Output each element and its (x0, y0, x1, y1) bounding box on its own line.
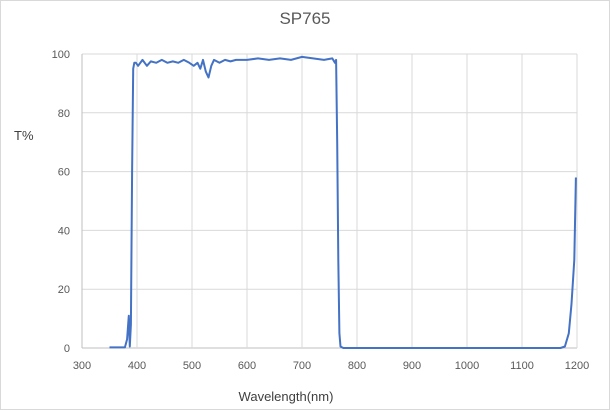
y-tick-label: 100 (52, 49, 70, 61)
y-tick-label: 40 (58, 225, 70, 237)
x-axis-label: Wavelength(nm) (0, 389, 610, 404)
tick-labels: 0 20 40 60 80 100 300 400 500 600 700 800 900 1000 110… (52, 49, 590, 372)
transmission-curve (109, 55, 577, 349)
x-tick-label: 700 (293, 360, 311, 372)
x-tick-label: 600 (238, 360, 256, 372)
x-tick-label: 900 (403, 360, 421, 372)
chart-title: SP765 (279, 9, 331, 28)
y-tick-label: 20 (58, 284, 70, 296)
y-tick-label: 0 (64, 343, 70, 355)
y-tick-label: 80 (58, 108, 70, 120)
x-tick-label: 400 (128, 360, 146, 372)
x-tick-label: 800 (348, 360, 366, 372)
x-tick-label: 500 (183, 360, 201, 372)
y-tick-label: 60 (58, 167, 70, 179)
x-tick-label: 1000 (455, 360, 479, 372)
x-tick-label: 1200 (565, 360, 589, 372)
x-tick-label: 1100 (510, 360, 534, 372)
x-tick-label: 300 (73, 360, 91, 372)
x-axis-label-text: Wavelength(nm) (238, 389, 334, 404)
gridlines (81, 53, 578, 349)
y-axis-label: T% (14, 128, 34, 143)
